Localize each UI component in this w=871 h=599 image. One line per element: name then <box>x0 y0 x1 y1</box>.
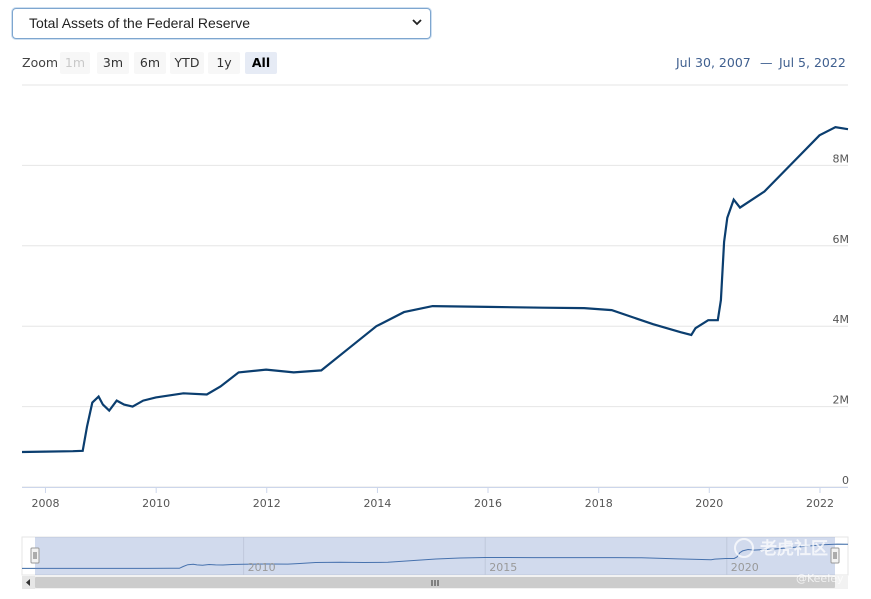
x-tick-label: 2018 <box>585 497 613 510</box>
y-tick-label: 0 <box>842 474 849 487</box>
navigator-tick-label: 2020 <box>731 561 759 574</box>
navigator[interactable]: 2010 2015 2020 <box>21 536 849 576</box>
series-line <box>21 126 849 454</box>
x-tick-label: 2020 <box>695 497 723 510</box>
x-tick-label: 2016 <box>474 497 502 510</box>
zoom-label: Zoom <box>22 55 59 70</box>
watermark-handle: @Keeley <box>796 572 844 585</box>
watermark-logo-icon <box>734 538 754 558</box>
scrollbar-thumb <box>35 577 835 588</box>
x-tick-label: 2012 <box>253 497 281 510</box>
y-tick-label: 6M <box>833 233 850 246</box>
scroll-grip-icon <box>431 580 439 586</box>
zoom-ytd-button[interactable]: YTD <box>170 52 204 74</box>
range-from-date[interactable]: Jul 30, 2007 <box>676 55 751 70</box>
x-tick-label: 2008 <box>31 497 59 510</box>
x-tick-label: 2022 <box>806 497 834 510</box>
zoom-6m-button[interactable]: 6m <box>134 52 166 74</box>
watermark-text: 老虎社区 <box>759 538 828 559</box>
range-to-date[interactable]: Jul 5, 2022 <box>779 55 846 70</box>
zoom-1y-button[interactable]: 1y <box>208 52 240 74</box>
navigator-selection <box>35 537 835 575</box>
scrollbar-left-arrow-icon <box>22 576 35 589</box>
y-tick-label: 4M <box>833 313 850 326</box>
navigator-handle-right[interactable] <box>830 547 840 564</box>
navigator-handle-left[interactable] <box>30 547 40 564</box>
x-axis-ticks: 2008 2010 2012 2014 2016 2018 2020 2022 <box>22 487 848 510</box>
zoom-1m-button[interactable]: 1m <box>60 52 90 74</box>
scrollbar[interactable] <box>22 576 848 589</box>
navigator-tick-label: 2010 <box>248 561 276 574</box>
zoom-3m-button[interactable]: 3m <box>97 52 129 74</box>
x-tick-label: 2014 <box>363 497 391 510</box>
y-tick-label: 2M <box>833 394 850 407</box>
navigator-tick-labels: 2010 2015 2020 <box>248 561 759 574</box>
y-tick-label: 8M <box>833 152 850 165</box>
range-separator: — <box>760 55 773 70</box>
navigator-grid <box>243 537 728 575</box>
series-select[interactable]: Total Assets of the Federal Reserve <box>12 8 431 39</box>
watermark: 老虎社区 @Keeley <box>734 538 844 585</box>
chevron-down-icon <box>412 19 422 26</box>
grid-lines <box>22 84 848 488</box>
navigator-tick-label: 2015 <box>489 561 517 574</box>
x-tick-label: 2010 <box>142 497 170 510</box>
y-axis-ticks: 0 2M 4M 6M 8M <box>833 152 850 487</box>
zoom-all-button[interactable]: All <box>245 52 277 74</box>
series-select-value: Total Assets of the Federal Reserve <box>29 15 250 31</box>
navigator-series-line <box>22 543 849 569</box>
